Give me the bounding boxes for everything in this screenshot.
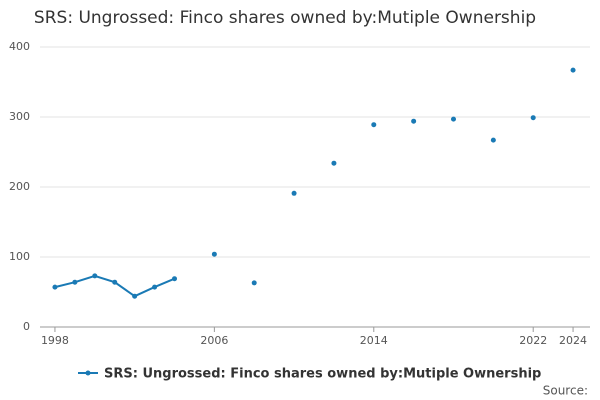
y-tick-label: 100 xyxy=(9,250,30,263)
legend-marker xyxy=(85,370,91,376)
series-line xyxy=(55,70,573,296)
data-point xyxy=(132,293,138,299)
y-tick-label: 300 xyxy=(9,110,30,123)
data-point xyxy=(411,118,417,124)
x-tick-label: 2014 xyxy=(360,334,388,347)
data-point xyxy=(172,276,178,282)
data-point xyxy=(530,115,536,121)
y-tick-label: 200 xyxy=(9,180,30,193)
legend-label: SRS: Ungrossed: Finco shares owned by:Mu… xyxy=(104,367,541,382)
data-point xyxy=(92,273,98,279)
data-point xyxy=(331,160,337,166)
x-tick-label: 1998 xyxy=(41,334,69,347)
x-tick-label: 2006 xyxy=(200,334,228,347)
x-tick-label: 2024 xyxy=(559,334,587,347)
source: Source: xyxy=(543,384,588,398)
data-point xyxy=(112,279,118,285)
y-tick-label: 0 xyxy=(23,320,30,333)
data-point xyxy=(450,116,456,122)
data-point xyxy=(570,67,576,73)
data-point xyxy=(490,137,496,143)
y-tick-label: 400 xyxy=(9,40,30,53)
data-point xyxy=(72,279,78,285)
data-point xyxy=(152,284,158,290)
data-point xyxy=(291,190,297,196)
chart-title: SRS: Ungrossed: Finco shares owned by:Mu… xyxy=(34,8,536,28)
data-point xyxy=(371,122,377,128)
x-tick-label: 2022 xyxy=(519,334,547,347)
data-point xyxy=(52,284,58,290)
data-point xyxy=(251,280,257,286)
data-point xyxy=(211,251,217,257)
